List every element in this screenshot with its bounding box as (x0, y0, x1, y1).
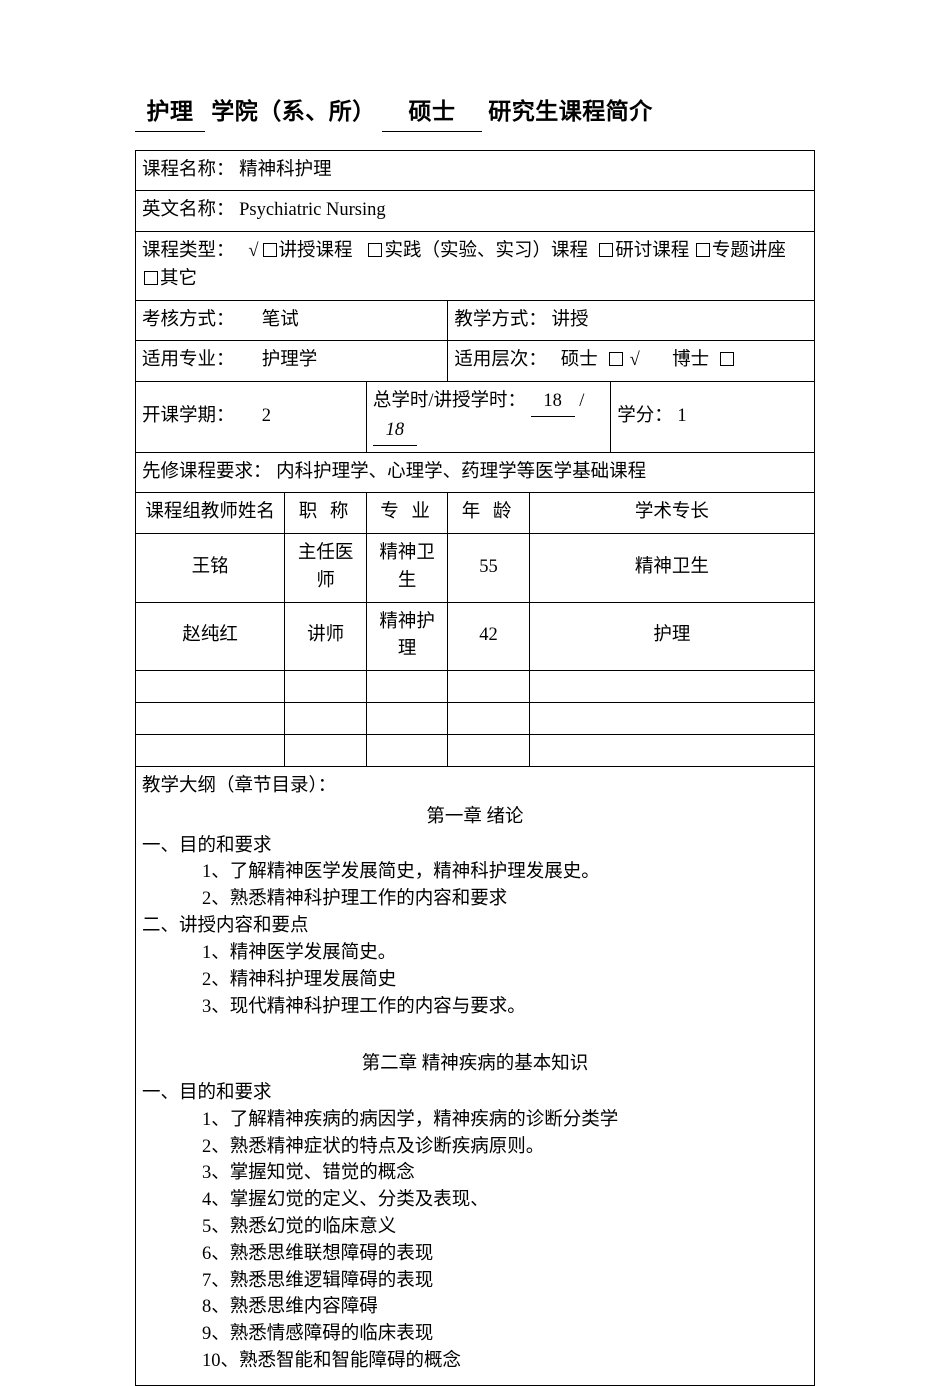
th-age: 年 龄 (448, 493, 529, 534)
hours-total: 18 (531, 388, 575, 417)
row-exam-teach: 考核方式： 笔试 教学方式： 讲授 (136, 300, 815, 341)
teacher-major: 精神护理 (366, 602, 447, 671)
row-course-name: 课程名称： 精神科护理 (136, 150, 815, 191)
prereq-value: 内科护理学、心理学、药理学等医学基础课程 (276, 462, 646, 482)
type-lecture: 讲授课程 (279, 241, 353, 261)
check-mark-master: √ (630, 350, 640, 370)
row-english-name: 英文名称： Psychiatric Nursing (136, 191, 815, 232)
checkbox-special (696, 243, 710, 257)
th-major: 专 业 (366, 493, 447, 534)
course-info-table: 课程名称： 精神科护理 英文名称： Psychiatric Nursing 课程… (135, 150, 815, 768)
course-name-value: 精神科护理 (239, 160, 332, 180)
exam-method-value: 笔试 (262, 310, 299, 330)
teacher-row-empty-3 (136, 735, 815, 767)
ch2-item-5: 5、熟悉幻觉的临床意义 (202, 1214, 808, 1241)
teacher-age: 55 (448, 534, 529, 603)
en-name-value: Psychiatric Nursing (239, 200, 385, 220)
row-major-level: 适用专业： 护理学 适用层次： 硕士 √ 博士 (136, 341, 815, 382)
level-label: 适用层次： (454, 350, 547, 370)
ch2-item-7: 7、熟悉思维逻辑障碍的表现 (202, 1268, 808, 1295)
syllabus-heading: 教学大纲（章节目录）： (142, 773, 808, 800)
en-name-label: 英文名称： (142, 200, 235, 220)
document-title: 护理 学院（系、所） 硕士 研究生课程简介 (135, 95, 815, 132)
college-value: 护理 (135, 95, 205, 132)
teacher-row-2: 赵纯红 讲师 精神护理 42 护理 (136, 602, 815, 671)
hours-label: 总学时/讲授学时： (373, 391, 526, 411)
hours-lecture: 18 (373, 417, 417, 446)
ch2-sec1-title: 一、目的和要求 (142, 1080, 808, 1107)
check-mark: √ (248, 241, 258, 261)
level-doctor: 博士 (672, 350, 709, 370)
exam-method-label: 考核方式： (142, 310, 235, 330)
major-value: 护理学 (262, 350, 318, 370)
teacher-title: 主任医师 (285, 534, 366, 603)
teacher-header-row: 课程组教师姓名 职 称 专 业 年 龄 学术专长 (136, 493, 815, 534)
prereq-label: 先修课程要求： (142, 462, 272, 482)
ch2-item-1: 1、了解精神疾病的病因学，精神疾病的诊断分类学 (202, 1107, 808, 1134)
ch2-item-2: 2、熟悉精神症状的特点及诊断疾病原则。 (202, 1134, 808, 1161)
major-label: 适用专业： (142, 350, 235, 370)
checkbox-seminar (599, 243, 613, 257)
semester-label: 开课学期： (142, 406, 235, 426)
ch1-sec2-item-1: 1、精神医学发展简史。 (202, 940, 808, 967)
credit-label: 学分： (617, 406, 673, 426)
teacher-row-1: 王铭 主任医师 精神卫生 55 精神卫生 (136, 534, 815, 603)
type-seminar: 研讨课程 (615, 241, 689, 261)
title-part-1: 学院（系、所） (211, 99, 376, 124)
ch2-item-9: 9、熟悉情感障碍的临床表现 (202, 1321, 808, 1348)
row-prerequisite: 先修课程要求： 内科护理学、心理学、药理学等医学基础课程 (136, 452, 815, 493)
semester-value: 2 (262, 406, 271, 426)
teacher-age: 42 (448, 602, 529, 671)
syllabus-section: 教学大纲（章节目录）： 第一章 绪论 一、目的和要求 1、了解精神医学发展简史，… (135, 767, 815, 1386)
th-spec: 学术专长 (529, 493, 814, 534)
credit-value: 1 (677, 406, 686, 426)
chapter-2-title: 第二章 精神疾病的基本知识 (142, 1051, 808, 1078)
teacher-spec: 精神卫生 (529, 534, 814, 603)
ch1-sec2-item-3: 3、现代精神科护理工作的内容与要求。 (202, 994, 808, 1021)
ch2-item-3: 3、掌握知觉、错觉的概念 (202, 1160, 808, 1187)
ch1-sec2-item-2: 2、精神科护理发展简史 (202, 967, 808, 994)
teacher-row-empty-2 (136, 703, 815, 735)
ch2-item-10: 10、熟悉智能和智能障碍的概念 (202, 1348, 808, 1375)
ch2-item-6: 6、熟悉思维联想障碍的表现 (202, 1241, 808, 1268)
th-title: 职 称 (285, 493, 366, 534)
checkbox-doctor (720, 352, 734, 366)
teach-method-label: 教学方式： (454, 310, 547, 330)
checkbox-lecture (263, 243, 277, 257)
checkbox-other (144, 271, 158, 285)
teacher-name: 赵纯红 (136, 602, 285, 671)
ch1-sec2-title: 二、讲授内容和要点 (142, 913, 808, 940)
teacher-title: 讲师 (285, 602, 366, 671)
title-part-2: 研究生课程简介 (488, 99, 653, 124)
checkbox-master (609, 352, 623, 366)
course-name-label: 课程名称： (142, 160, 235, 180)
degree-value: 硕士 (382, 95, 482, 132)
teacher-spec: 护理 (529, 602, 814, 671)
row-semester-hours: 开课学期： 2 总学时/讲授学时： 18 / 18 学分： 1 (136, 382, 815, 453)
teacher-name: 王铭 (136, 534, 285, 603)
teach-method-value: 讲授 (551, 310, 588, 330)
type-special: 专题讲座 (712, 241, 786, 261)
ch1-sec1-title: 一、目的和要求 (142, 833, 808, 860)
ch2-item-8: 8、熟悉思维内容障碍 (202, 1294, 808, 1321)
type-other: 其它 (160, 269, 197, 289)
teacher-row-empty-1 (136, 671, 815, 703)
type-practice: 实践（实验、实习）课程 (384, 241, 588, 261)
teacher-major: 精神卫生 (366, 534, 447, 603)
ch1-sec1-item-1: 1、了解精神医学发展简史，精神科护理发展史。 (202, 859, 808, 886)
level-master: 硕士 (561, 350, 598, 370)
chapter-1-title: 第一章 绪论 (142, 804, 808, 831)
row-course-type: 课程类型： √ 讲授课程 实践（实验、实习）课程 研讨课程 专题讲座 其它 (136, 232, 815, 301)
ch1-sec1-item-2: 2、熟悉精神科护理工作的内容和要求 (202, 886, 808, 913)
th-name: 课程组教师姓名 (136, 493, 285, 534)
course-type-label: 课程类型： (142, 241, 235, 261)
ch2-item-4: 4、掌握幻觉的定义、分类及表现、 (202, 1187, 808, 1214)
checkbox-practice (368, 243, 382, 257)
